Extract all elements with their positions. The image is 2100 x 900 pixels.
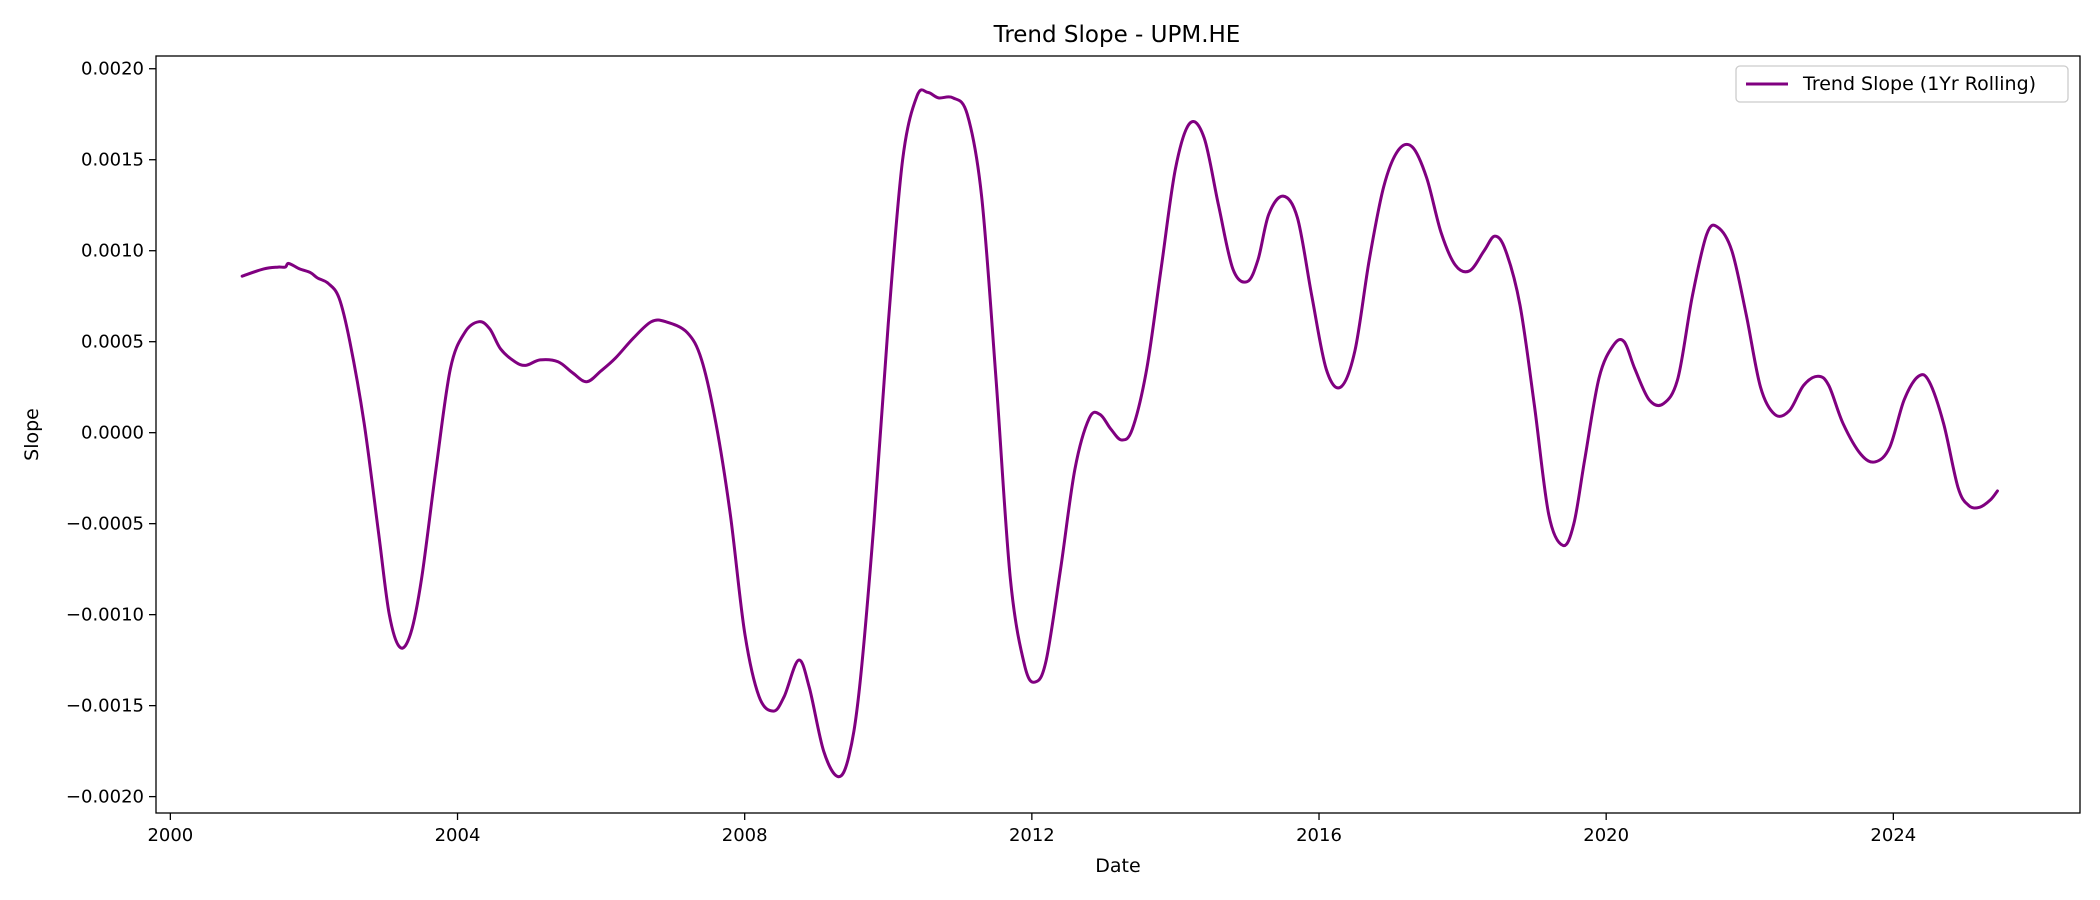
chart-title: Trend Slope - UPM.HE — [993, 22, 1241, 48]
x-tick-label: 2008 — [722, 825, 768, 846]
legend-box — [1735, 65, 2069, 103]
legend: Trend Slope (1Yr Rolling) — [1735, 65, 2069, 103]
y-tick-label: −0.0015 — [66, 696, 144, 717]
y-tick-label: 0.0005 — [81, 332, 144, 353]
x-tick-label: 2012 — [1009, 825, 1055, 846]
axes-frame — [155, 55, 2081, 814]
y-tick-label: 0.0015 — [81, 150, 144, 171]
y-axis-label: Slope — [21, 408, 43, 461]
y-tick-label: −0.0020 — [66, 787, 144, 808]
x-tick-label: 2024 — [1870, 825, 1916, 846]
trend-slope-line — [240, 88, 1999, 779]
y-tick-label: 0.0020 — [81, 59, 144, 80]
x-tick-label: 2020 — [1583, 825, 1629, 846]
legend-label: Trend Slope (1Yr Rolling) — [1802, 73, 2036, 95]
x-axis: 2000 2004 2008 2012 2016 2020 2024 — [147, 813, 1916, 846]
x-tick-label: 2004 — [435, 825, 481, 846]
y-tick-label: −0.0010 — [66, 605, 144, 626]
plot-area — [240, 88, 1999, 779]
y-tick-label: −0.0005 — [66, 514, 144, 535]
x-axis-label: Date — [1095, 855, 1140, 877]
y-tick-label: 0.0010 — [81, 241, 144, 262]
x-tick-label: 2016 — [1296, 825, 1342, 846]
y-tick-label: 0.0000 — [81, 423, 144, 444]
x-tick-label: 2000 — [147, 825, 193, 846]
y-axis: 0.0020 0.0015 0.0010 0.0005 0.0000 −0.0005 −0.… — [66, 59, 156, 808]
